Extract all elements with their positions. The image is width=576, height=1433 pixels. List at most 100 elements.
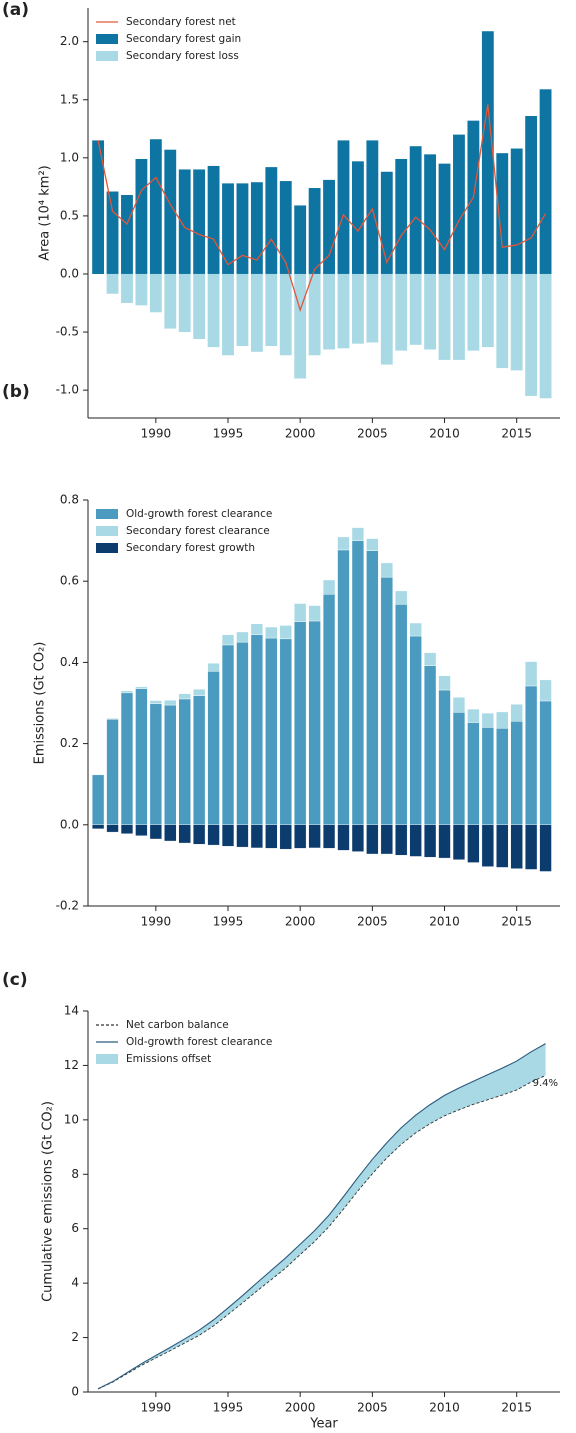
legend-swatch — [96, 509, 118, 519]
bar — [380, 562, 393, 578]
legend-label: Secondary forest growth — [126, 542, 255, 554]
bar — [525, 824, 538, 870]
x-tick-label: 1990 — [141, 1401, 172, 1415]
bar — [193, 273, 206, 340]
x-tick-label: 2005 — [357, 1401, 388, 1415]
bar — [236, 631, 249, 643]
bar — [452, 697, 466, 713]
bar — [149, 700, 162, 705]
emissions-offset-band — [98, 1043, 546, 1390]
x-tick-label: 2015 — [501, 427, 532, 441]
bar — [366, 550, 379, 825]
series-line — [97, 1043, 546, 1390]
bar — [496, 153, 509, 274]
x-tick-label: 1990 — [141, 427, 172, 441]
bar — [207, 671, 220, 825]
bar — [424, 154, 437, 274]
bar — [510, 273, 523, 371]
bar — [91, 824, 105, 830]
y-tick-label: 8 — [71, 1167, 79, 1181]
bar — [481, 273, 494, 348]
bar — [496, 727, 509, 825]
bar — [423, 652, 437, 666]
bar — [481, 31, 494, 274]
bar — [121, 273, 133, 304]
bar — [250, 824, 263, 849]
y-tick-label: 12 — [64, 1058, 79, 1072]
bar — [106, 824, 119, 833]
y-tick-label: 1.0 — [60, 150, 79, 164]
legend-label: Emissions offset — [126, 1053, 211, 1065]
bar — [380, 824, 393, 855]
bar — [178, 698, 191, 826]
bar — [207, 273, 220, 348]
bar — [539, 273, 552, 399]
bar — [178, 693, 191, 700]
bar — [366, 273, 379, 343]
bar — [337, 824, 350, 851]
bar — [438, 273, 451, 360]
legend-swatch — [96, 1054, 118, 1064]
bar — [322, 593, 336, 826]
bar — [423, 824, 437, 858]
bar — [193, 695, 206, 826]
bar — [149, 139, 162, 274]
bar — [106, 719, 119, 825]
bar — [193, 824, 206, 845]
bar — [207, 824, 220, 846]
bar — [539, 824, 552, 872]
y-axis-title: Area (10⁴ km²) — [38, 165, 53, 260]
bar — [539, 700, 552, 825]
x-tick-label: 2000 — [285, 427, 316, 441]
y-tick-label: 0.8 — [60, 493, 79, 507]
bar — [250, 634, 263, 825]
bar — [221, 644, 235, 826]
x-tick-label: 1995 — [213, 915, 244, 929]
bar — [92, 140, 105, 274]
y-tick-label: 1.5 — [60, 92, 79, 106]
bar — [438, 689, 451, 826]
x-tick-label: 2015 — [501, 915, 532, 929]
y-tick-label: -1.0 — [56, 383, 79, 397]
bar — [91, 774, 105, 825]
bar — [395, 158, 408, 274]
bar — [481, 824, 494, 867]
legend-label: Secondary forest net — [126, 16, 236, 28]
bar — [250, 273, 263, 352]
legend-swatch — [96, 543, 118, 553]
bar — [351, 824, 365, 852]
bar — [409, 635, 422, 826]
bar — [149, 703, 162, 826]
bar — [279, 181, 292, 274]
bar — [221, 824, 235, 847]
y-tick-label: 0.6 — [60, 574, 79, 588]
x-tick-label: 2000 — [285, 1401, 316, 1415]
y-tick-label: 4 — [71, 1276, 79, 1290]
y-tick-label: 14 — [64, 1004, 79, 1018]
bar — [135, 686, 148, 689]
bar — [496, 273, 509, 369]
bar — [380, 273, 393, 365]
bar — [121, 194, 133, 274]
bar — [380, 171, 393, 274]
bar — [351, 527, 365, 541]
bar — [409, 824, 422, 857]
annotation: 9.4% — [533, 1078, 558, 1089]
bar — [164, 824, 177, 842]
bar — [279, 625, 292, 640]
panel-label: (c) — [2, 970, 28, 990]
bar — [453, 273, 465, 360]
y-tick-label: 0.0 — [60, 817, 79, 831]
bar — [265, 273, 278, 346]
bar — [149, 824, 162, 840]
bar — [236, 183, 249, 274]
bar — [207, 663, 220, 672]
bar — [221, 634, 235, 646]
bar — [467, 708, 480, 723]
y-tick-label: -0.2 — [56, 899, 79, 913]
bar — [496, 711, 509, 729]
bar — [380, 576, 393, 826]
legend-label: Old-growth forest clearance — [126, 508, 272, 520]
x-tick-label: 1995 — [213, 427, 244, 441]
bar — [294, 824, 307, 849]
